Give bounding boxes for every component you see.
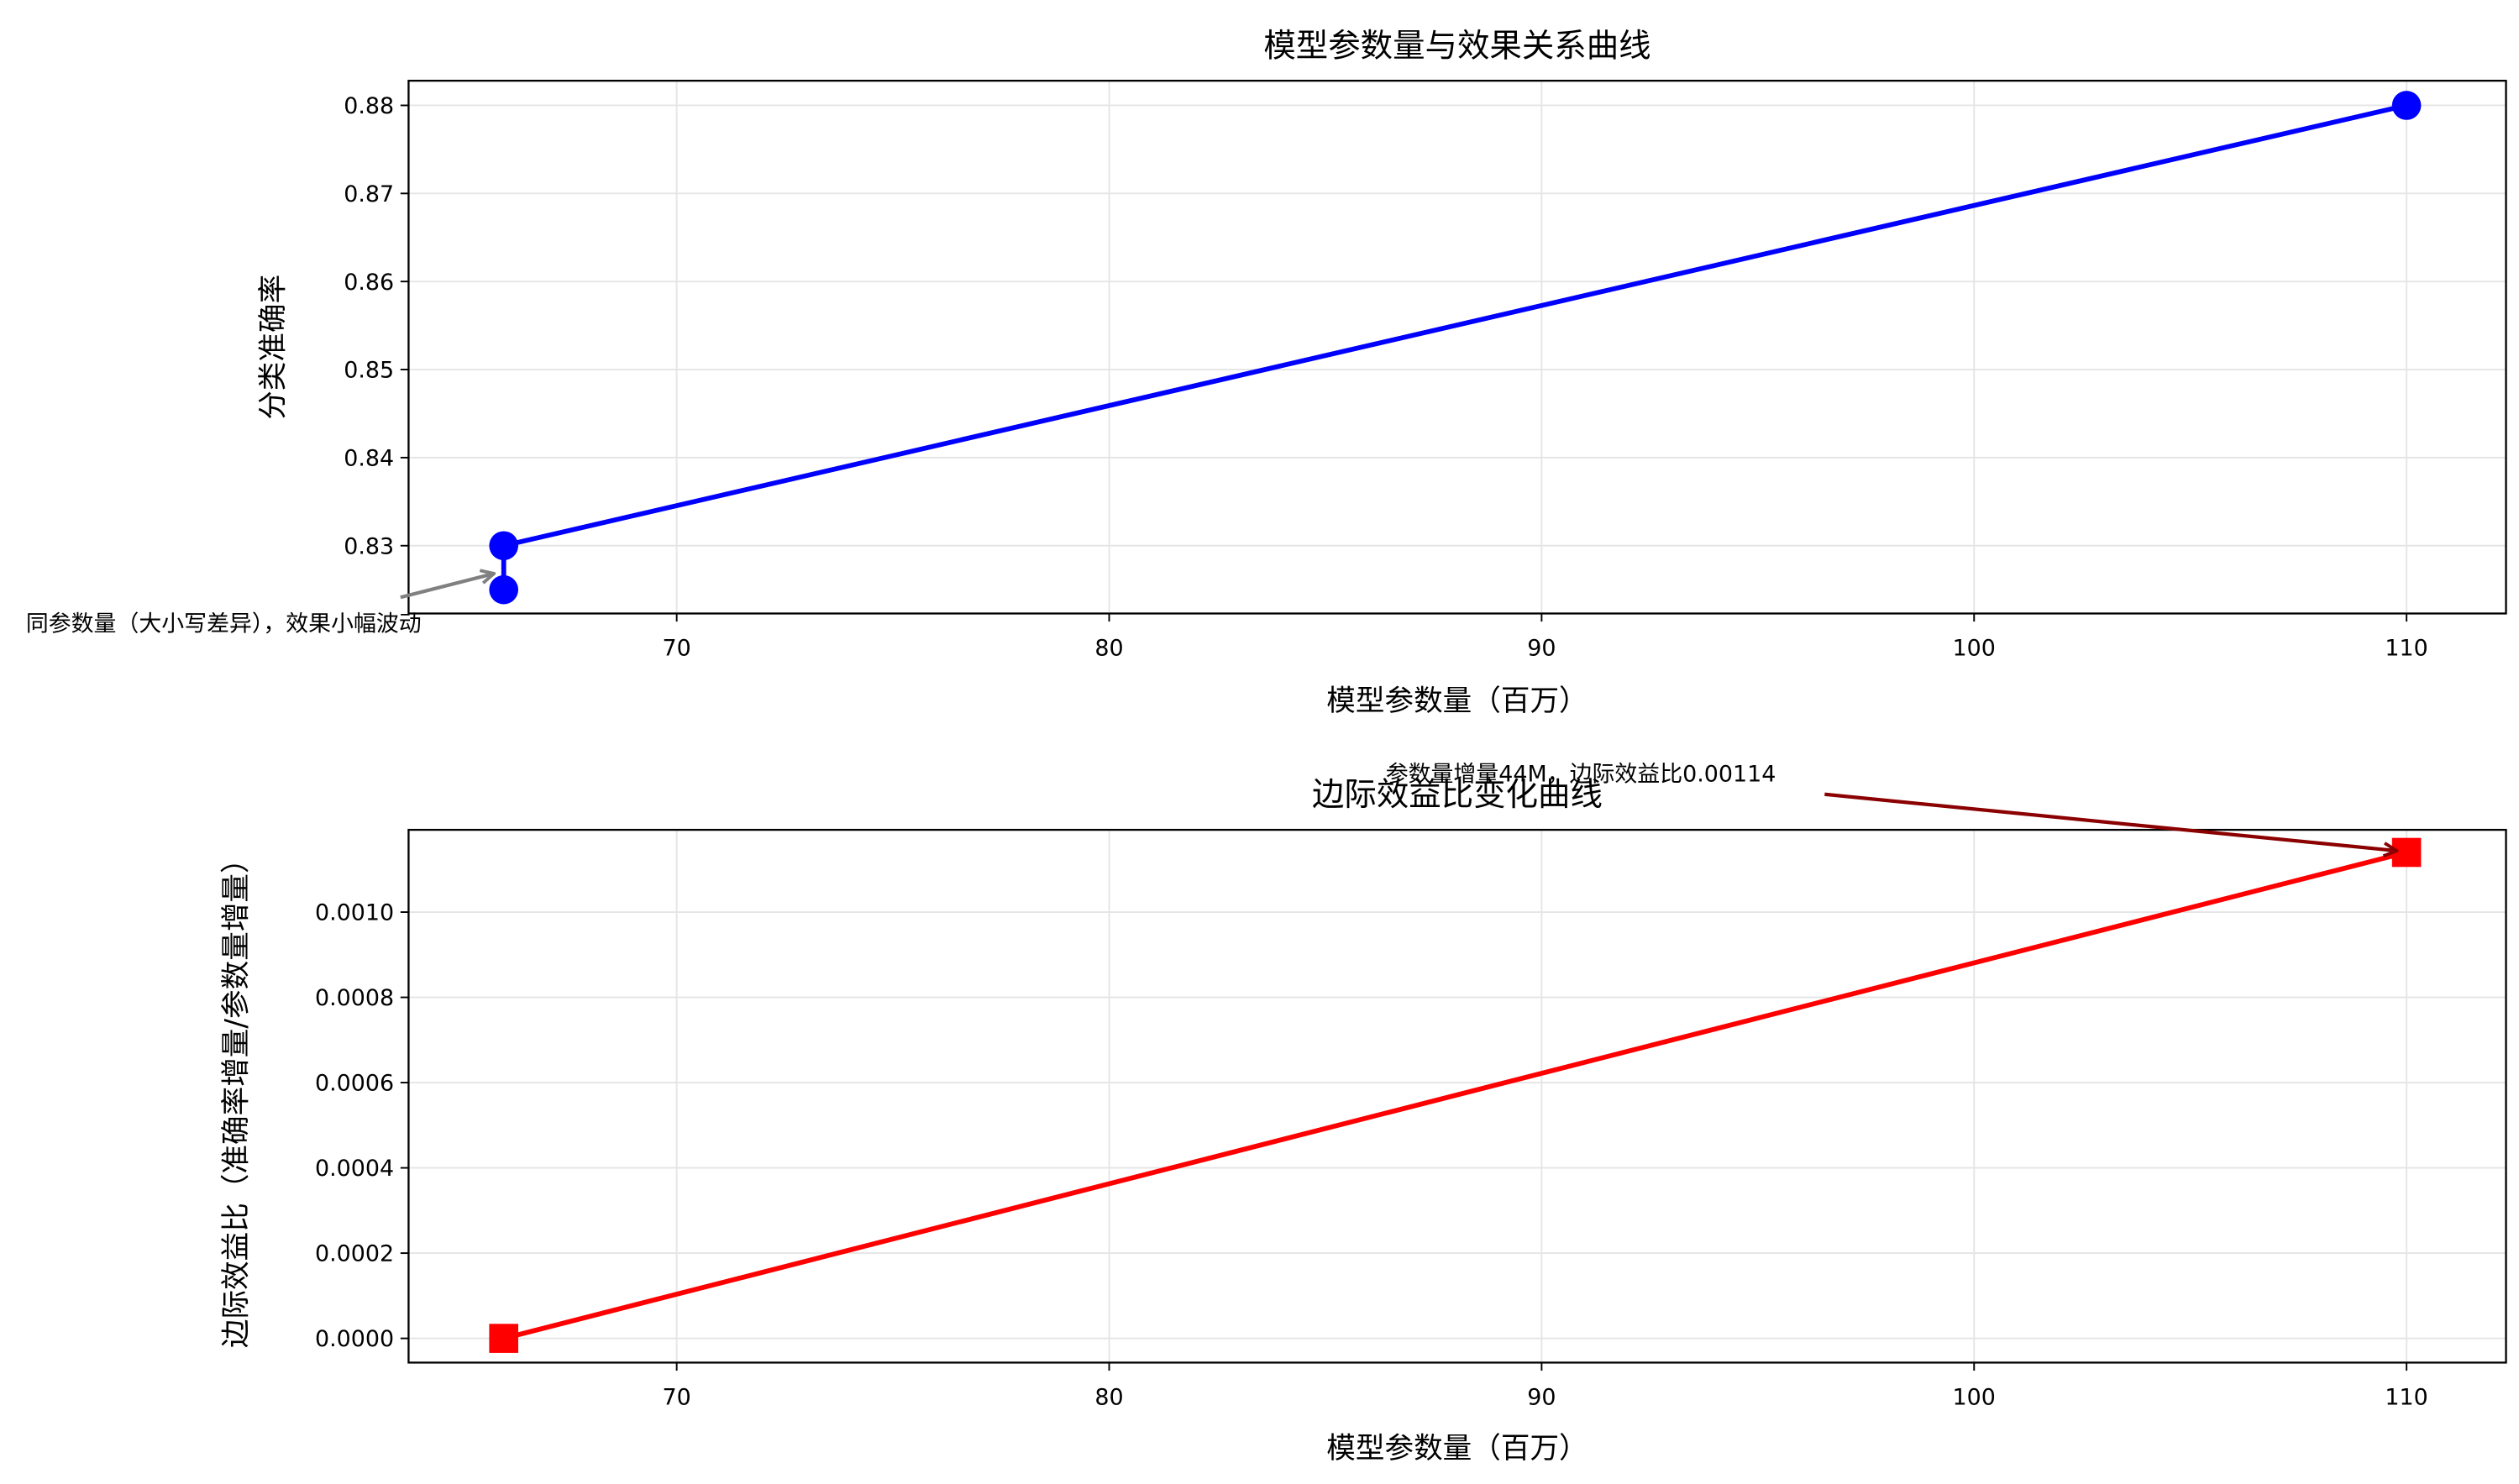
x-tick-label: 100	[1953, 635, 1996, 661]
y-tick-label: 0.83	[344, 533, 394, 559]
x-tick-label: 80	[1094, 1384, 1123, 1410]
x-tick-label: 80	[1094, 635, 1123, 661]
annotation: 同参数量（大小写差异），效果小幅波动	[26, 611, 422, 637]
x-tick-label: 90	[1527, 635, 1556, 661]
y-tick-label: 0.0000	[315, 1326, 394, 1352]
y-tick-label: 0.0004	[315, 1156, 394, 1182]
data-marker	[2391, 91, 2422, 120]
y-tick-label: 0.0008	[315, 985, 394, 1011]
data-marker	[489, 1324, 519, 1353]
y-axis-label: 边际效益比（准确率增量/参数量增量）	[219, 844, 253, 1348]
annotation: 参数量增量44M，边际效益比0.00114	[1386, 761, 1776, 787]
data-marker	[489, 531, 519, 561]
data-line	[501, 102, 2407, 590]
x-tick-label: 100	[1953, 1384, 1996, 1410]
x-tick-label: 90	[1527, 1384, 1556, 1410]
y-tick-label: 0.84	[344, 446, 394, 472]
y-tick-label: 0.0002	[315, 1241, 394, 1267]
data-marker	[489, 574, 519, 605]
x-tick-label: 70	[663, 635, 691, 661]
plot-frame	[407, 828, 2507, 1364]
y-axis-label: 分类准确率	[256, 275, 290, 420]
annotation-arrow	[400, 574, 494, 600]
annotation-arrow	[1824, 792, 2396, 851]
x-tick-label: 110	[2385, 1384, 2427, 1410]
chart-title: 模型参数量与效果关系曲线	[1263, 27, 1650, 65]
plot-frame	[407, 79, 2507, 615]
y-tick-label: 0.0010	[315, 900, 394, 926]
chart-title: 边际效益比变化曲线	[1312, 776, 1603, 814]
y-tick-label: 0.86	[344, 270, 394, 296]
x-tick-label: 70	[663, 1384, 691, 1410]
y-tick-label: 0.87	[344, 181, 394, 207]
x-axis-label: 模型参数量（百万）	[1326, 1432, 1587, 1466]
x-axis-label: 模型参数量（百万）	[1326, 684, 1587, 718]
y-tick-label: 0.0006	[315, 1071, 394, 1097]
data-line	[502, 850, 2407, 1341]
x-tick-label: 110	[2385, 635, 2427, 661]
y-tick-label: 0.88	[344, 93, 394, 119]
y-tick-label: 0.85	[344, 358, 394, 384]
